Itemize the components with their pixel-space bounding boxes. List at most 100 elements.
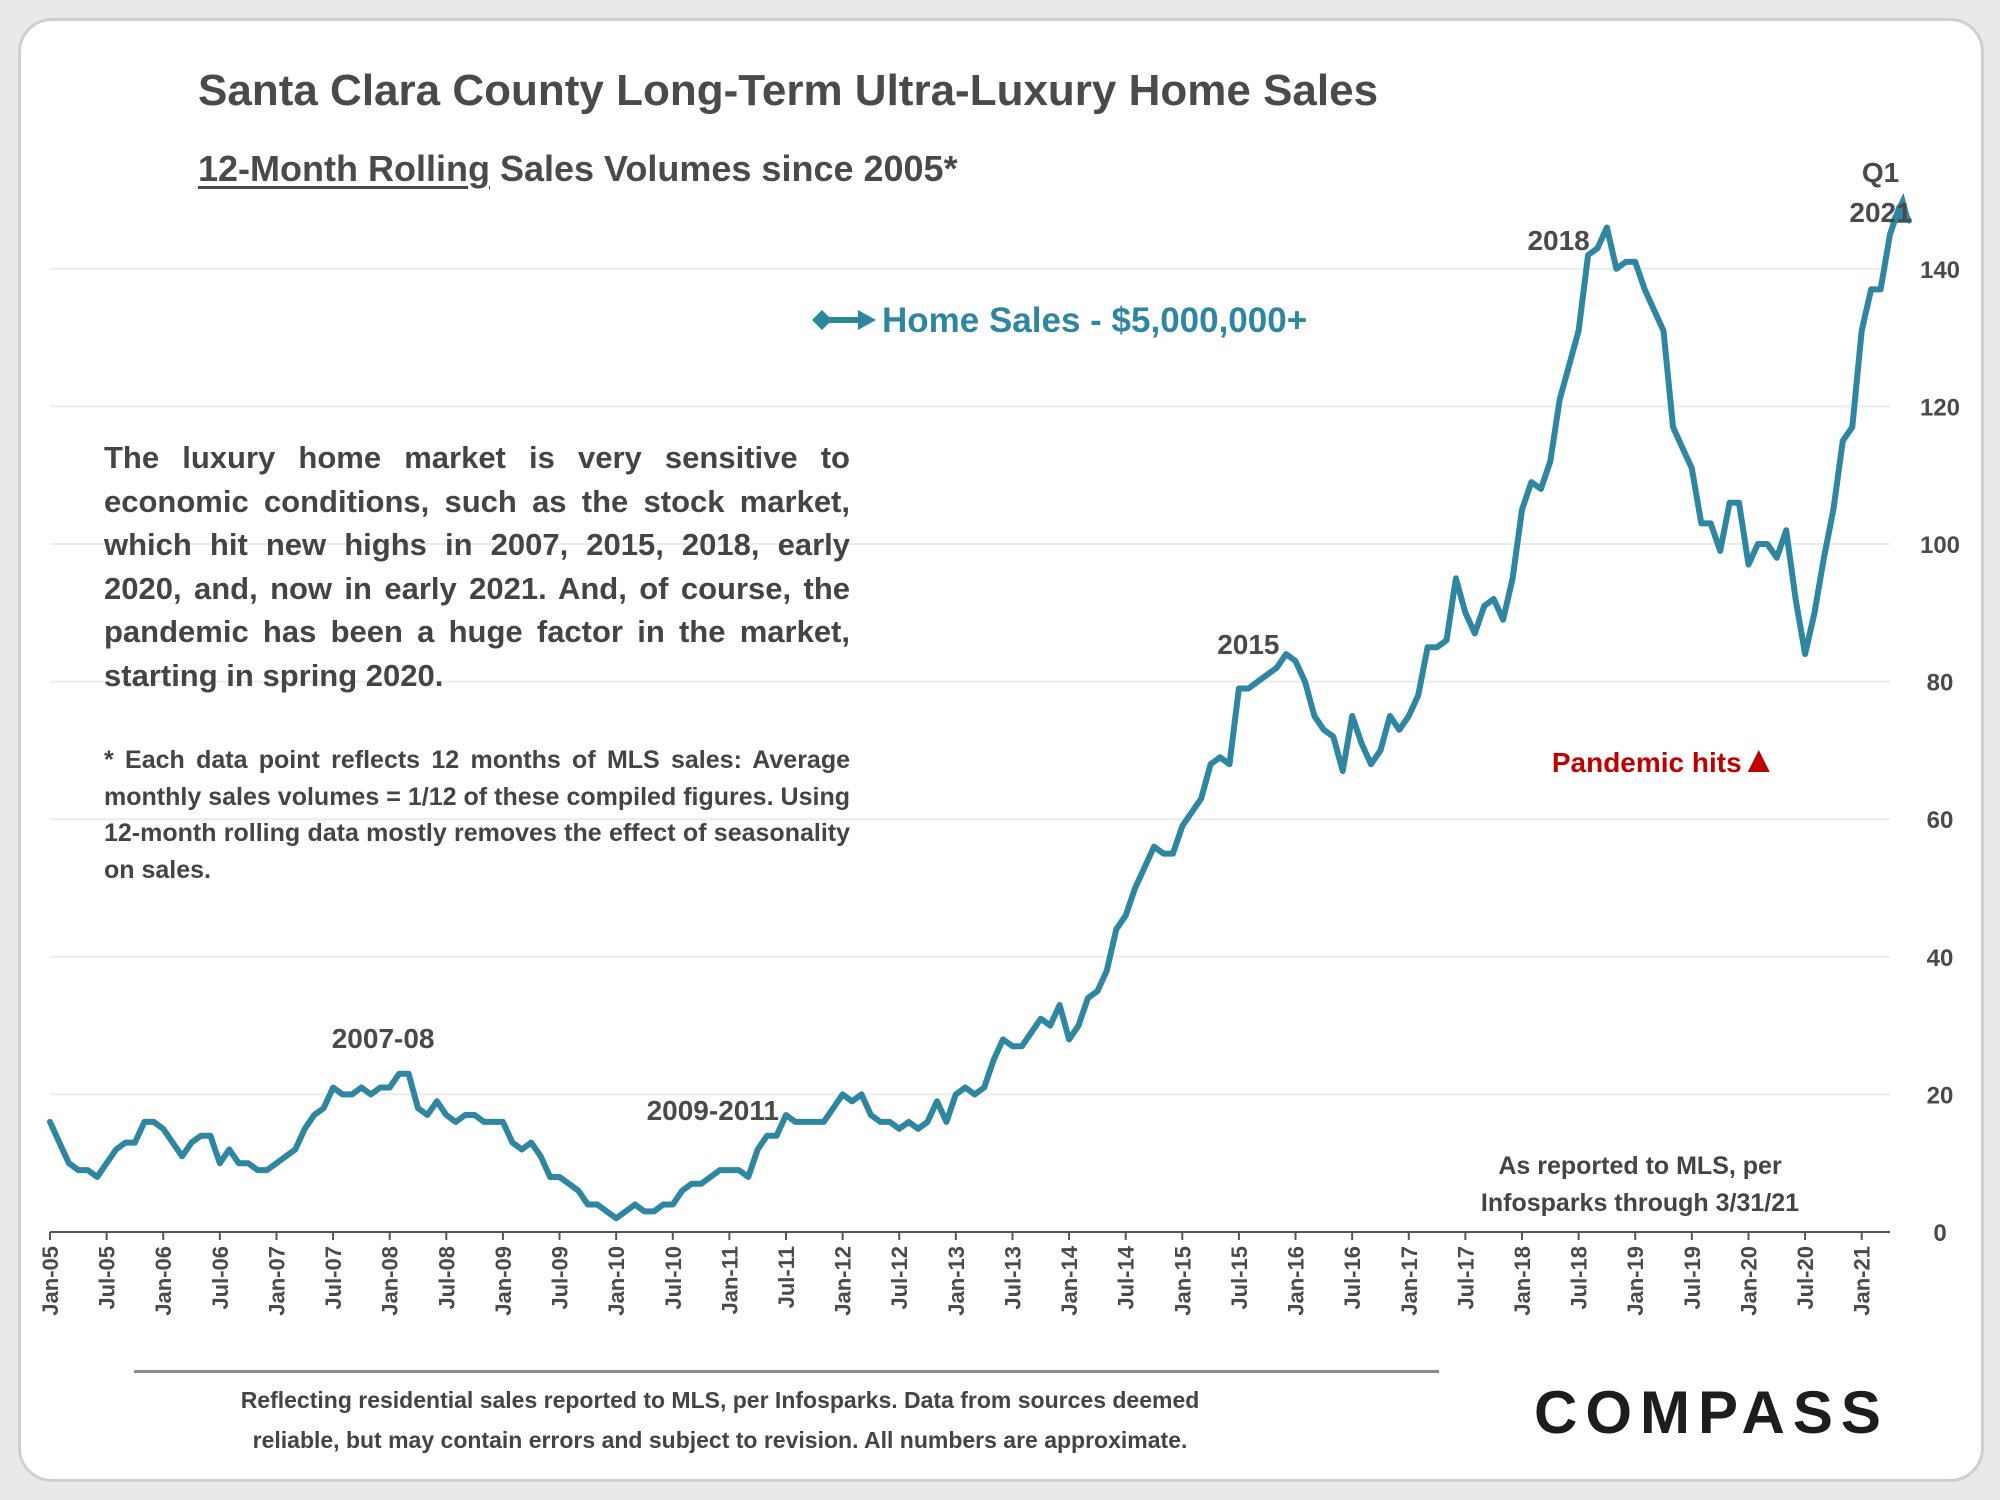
data-point [1095, 989, 1099, 993]
data-point [331, 1086, 335, 1090]
data-point [756, 1147, 760, 1151]
data-point [1105, 969, 1109, 973]
y-tick-label: 100 [1920, 532, 1960, 559]
data-point [642, 1209, 646, 1213]
data-point [1633, 260, 1637, 264]
y-tick-label: 0 [1933, 1220, 1946, 1247]
data-point [341, 1092, 345, 1096]
data-point [218, 1161, 222, 1165]
peak-annotation: 2021 [1849, 197, 1911, 228]
data-point [935, 1099, 939, 1103]
chart-card [18, 18, 1984, 1482]
x-tick-label: Jul-08 [434, 1246, 459, 1310]
y-tick-label: 60 [1927, 807, 1954, 834]
data-point [105, 1161, 109, 1165]
data-point [1501, 618, 1505, 622]
x-tick-label: Jan-09 [491, 1246, 516, 1316]
pandemic-annotation: Pandemic hits [1552, 747, 1742, 778]
data-point [709, 1175, 713, 1179]
description-text: The luxury home market is very sensitive… [104, 440, 850, 693]
data-point [746, 1175, 750, 1179]
x-tick-label: Jan-06 [151, 1246, 176, 1316]
x-tick-label: Jan-12 [831, 1246, 856, 1316]
data-point [416, 1106, 420, 1110]
x-tick-label: Jul-05 [95, 1246, 120, 1310]
x-tick-label: Jul-19 [1680, 1246, 1705, 1310]
data-point [1227, 762, 1231, 766]
data-point [1284, 652, 1288, 656]
data-point [312, 1113, 316, 1117]
data-point [1539, 487, 1543, 491]
pandemic-triangle-icon [1747, 750, 1770, 772]
data-point [1841, 439, 1845, 443]
data-point [1614, 267, 1618, 271]
data-point [1746, 563, 1750, 567]
data-point [793, 1120, 797, 1124]
data-point [1879, 287, 1883, 291]
data-point [878, 1120, 882, 1124]
data-point [1048, 1024, 1052, 1028]
data-point [57, 1141, 61, 1145]
data-point [633, 1202, 637, 1206]
peak-annotation: 2009-2011 [647, 1095, 779, 1126]
data-point [1010, 1044, 1014, 1048]
data-point [1294, 659, 1298, 663]
data-point [1662, 329, 1666, 333]
data-point [322, 1106, 326, 1110]
data-point [859, 1092, 863, 1096]
y-tick-label: 120 [1920, 394, 1960, 421]
data-point [473, 1113, 477, 1117]
data-point [303, 1127, 307, 1131]
data-point [1775, 556, 1779, 560]
data-point [388, 1086, 392, 1090]
y-tick-label: 140 [1920, 257, 1960, 284]
data-point [1180, 824, 1184, 828]
data-point [1850, 425, 1854, 429]
data-point [491, 1120, 495, 1124]
source-note: As reported to MLS, per Infosparks throu… [1440, 1148, 1840, 1222]
data-point [973, 1092, 977, 1096]
data-point [1765, 542, 1769, 546]
data-point [1737, 501, 1741, 505]
x-tick-label: Jan-05 [38, 1246, 63, 1316]
data-point [1454, 576, 1458, 580]
page-subtitle: 12-Month Rolling Sales Volumes since 200… [198, 148, 958, 190]
data-point [1463, 611, 1467, 615]
data-point [661, 1202, 665, 1206]
x-tick-label: Jan-11 [717, 1246, 742, 1315]
data-point [907, 1120, 911, 1124]
data-point [180, 1154, 184, 1158]
data-point [1114, 927, 1118, 931]
x-tick-label: Jul-12 [887, 1246, 912, 1310]
data-point [1558, 398, 1562, 402]
data-point [680, 1189, 684, 1193]
x-tick-label: Jan-15 [1170, 1246, 1195, 1316]
x-tick-label: Jul-09 [548, 1246, 573, 1310]
data-point [1067, 1037, 1071, 1041]
data-point [944, 1120, 948, 1124]
data-point [765, 1134, 769, 1138]
data-point [161, 1127, 165, 1131]
data-point [1426, 645, 1430, 649]
data-point [1275, 666, 1279, 670]
data-point [1435, 645, 1439, 649]
data-point [1529, 480, 1533, 484]
x-tick-label: Jan-18 [1510, 1246, 1535, 1316]
peak-annotation: 2007-08 [332, 1023, 435, 1054]
data-point [1869, 287, 1873, 291]
data-point [1029, 1030, 1033, 1034]
data-point [1822, 556, 1826, 560]
data-point [1680, 446, 1684, 450]
data-point [529, 1141, 533, 1145]
data-point [256, 1168, 260, 1172]
data-point [1445, 638, 1449, 642]
data-point [482, 1120, 486, 1124]
data-point [1699, 521, 1703, 525]
x-tick-label: Jul-06 [208, 1246, 233, 1310]
x-tick-label: Jul-10 [661, 1246, 686, 1310]
footnote-text: * Each data point reflects 12 months of … [104, 746, 850, 884]
data-point [803, 1120, 807, 1124]
data-point [1341, 769, 1345, 773]
data-point [699, 1182, 703, 1186]
data-point [1312, 714, 1316, 718]
